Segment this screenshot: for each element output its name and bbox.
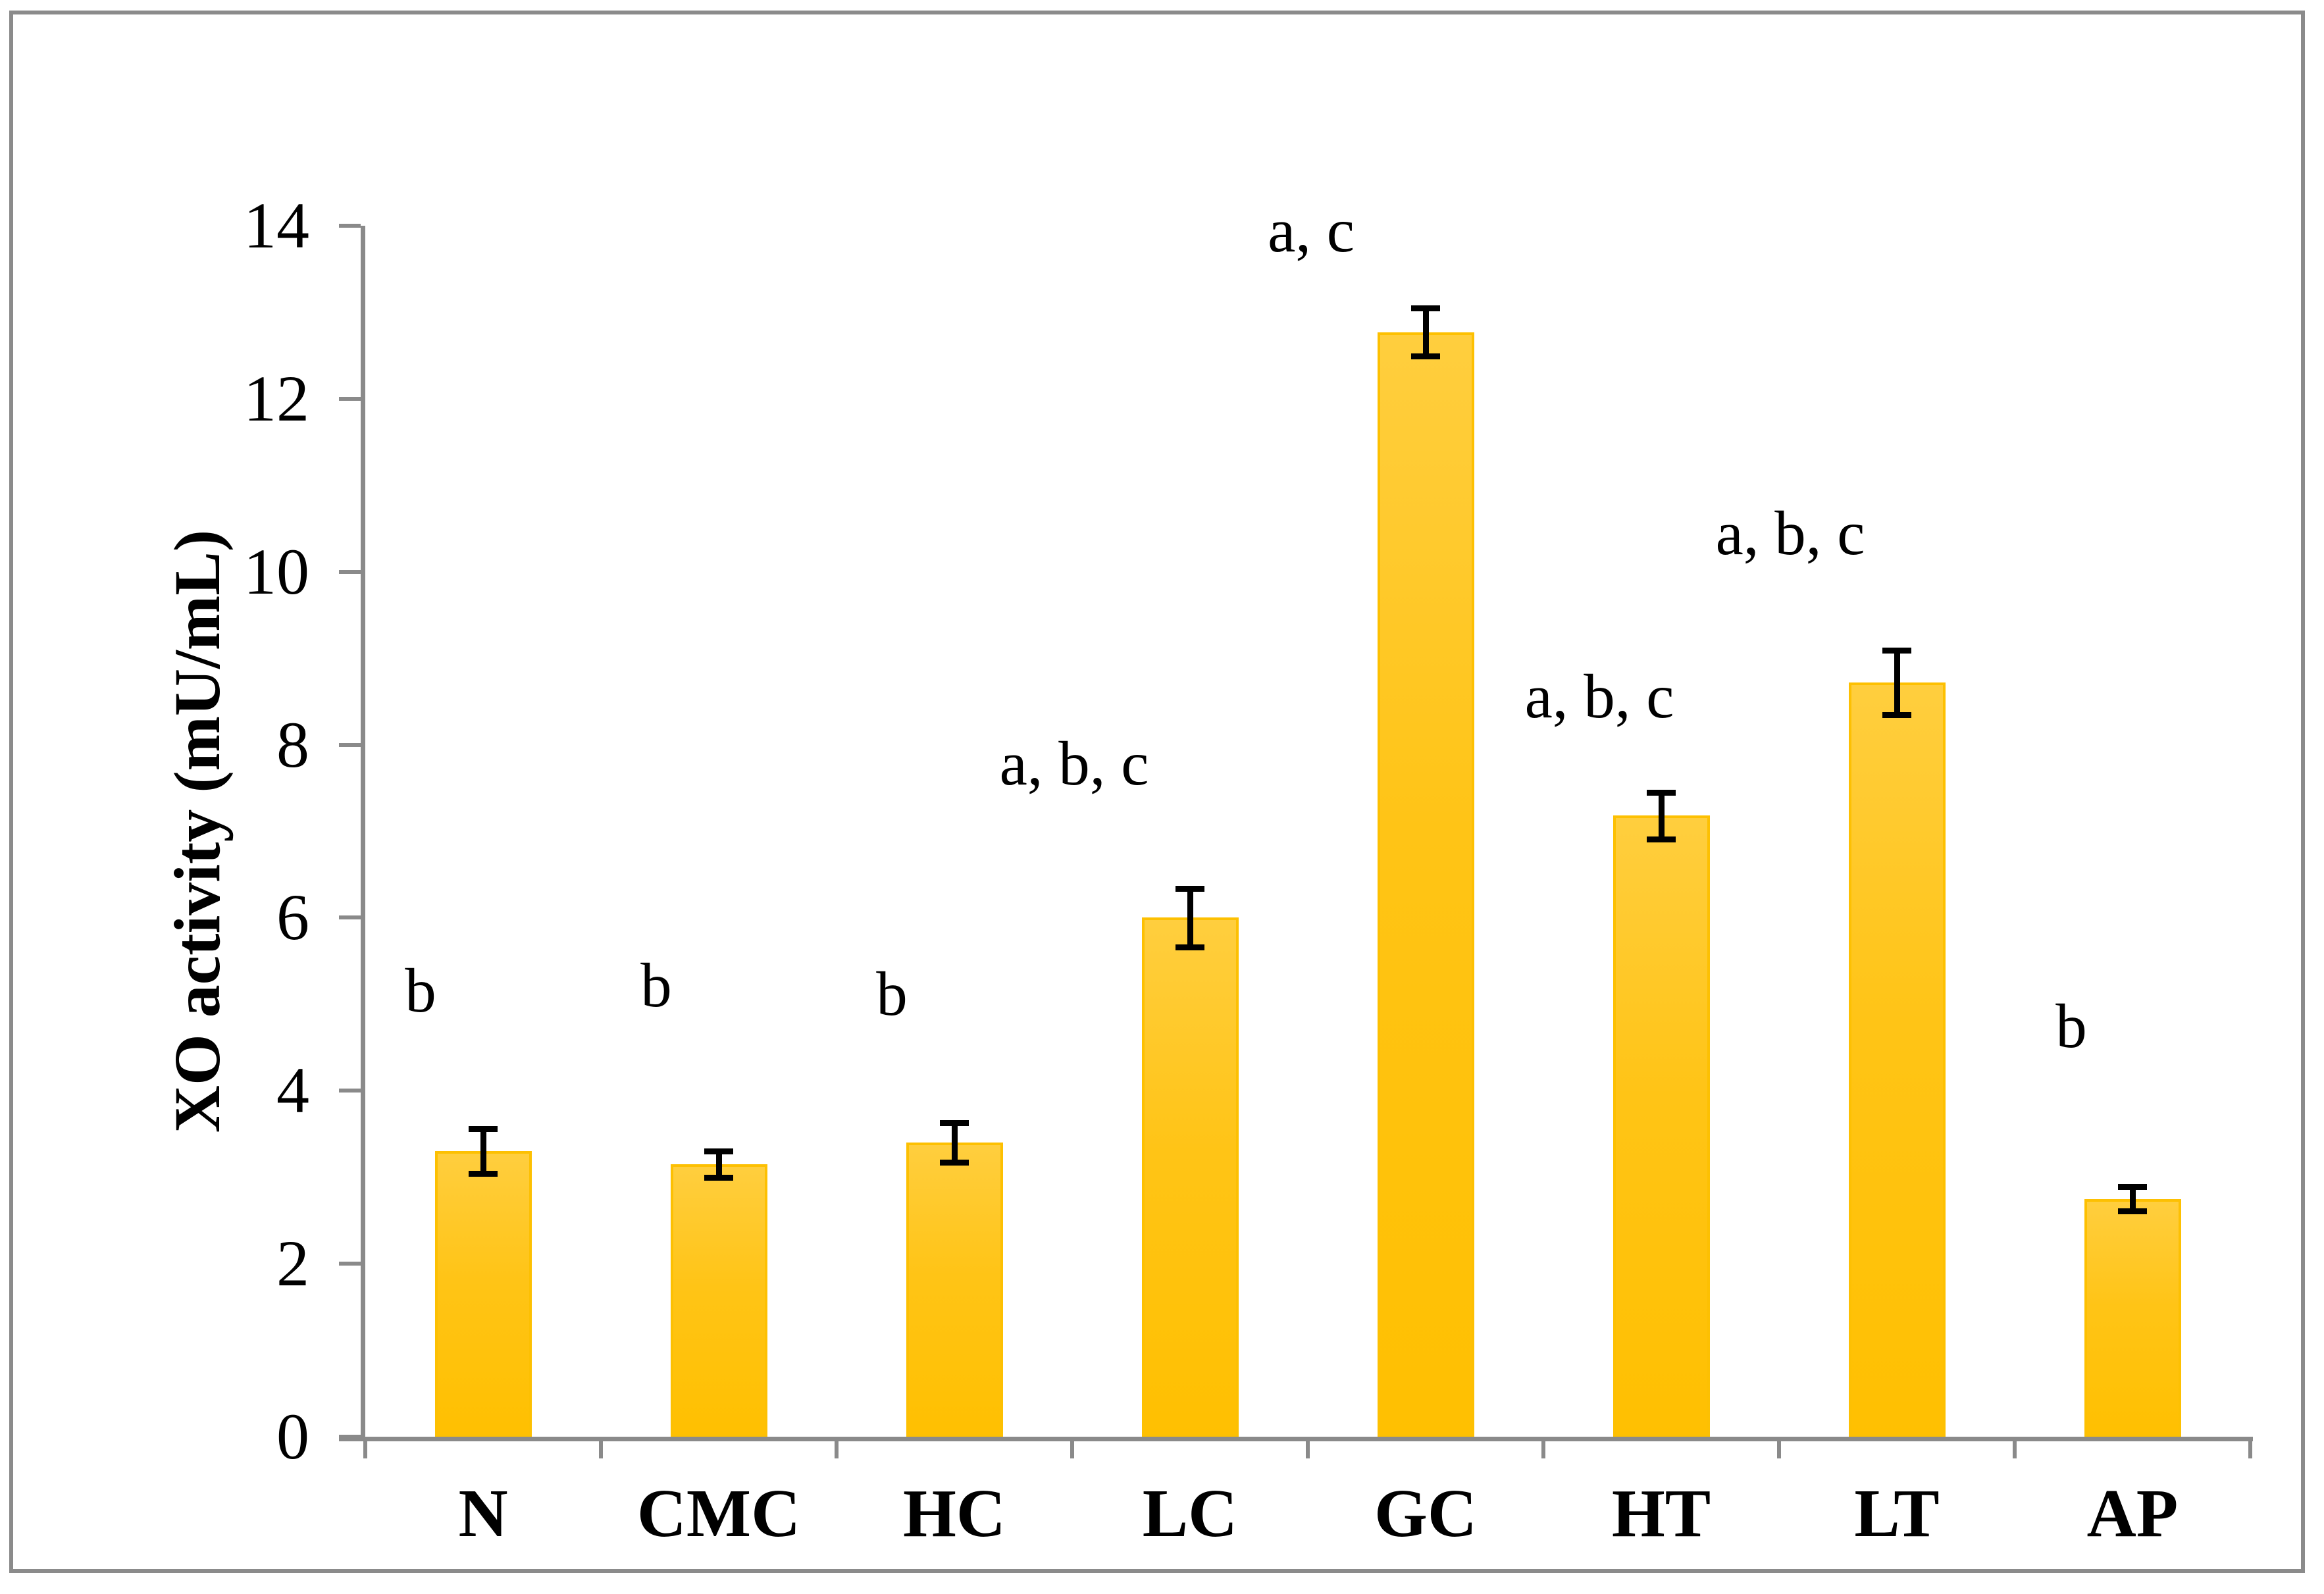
bar-GC xyxy=(1377,332,1474,1437)
y-tick-label-2: 2 xyxy=(276,1227,309,1300)
error-bar-CMC xyxy=(715,1151,722,1177)
error-bar-bottom-cap-AP xyxy=(2118,1208,2147,1214)
y-tick-12 xyxy=(339,396,361,401)
y-tick-label-12: 12 xyxy=(244,361,309,435)
x-axis-label-N: N xyxy=(458,1476,508,1551)
x-axis-label-LC: LC xyxy=(1142,1476,1238,1551)
y-tick-0 xyxy=(339,1435,361,1439)
significance-label-LC: a, b, c xyxy=(999,729,1149,799)
error-bar-top-cap-HC xyxy=(940,1119,969,1126)
error-bar-top-cap-N xyxy=(469,1126,498,1133)
y-tick-label-8: 8 xyxy=(276,707,309,781)
x-tick-5 xyxy=(1541,1437,1545,1458)
x-tick-0 xyxy=(363,1437,367,1458)
error-bar-bottom-cap-GC xyxy=(1411,353,1440,360)
error-bar-bottom-cap-LC xyxy=(1175,944,1204,951)
y-axis-title: XO activity (mU/mL) xyxy=(161,529,234,1133)
error-bar-bottom-cap-CMC xyxy=(704,1174,733,1181)
error-bar-top-cap-LT xyxy=(1882,648,1911,654)
significance-label-CMC: b xyxy=(640,950,672,1020)
y-tick-14 xyxy=(339,224,361,228)
bar-HC xyxy=(906,1143,1003,1437)
error-bar-N xyxy=(480,1129,486,1174)
y-axis-line xyxy=(361,226,365,1437)
significance-label-LT: a, b, c xyxy=(1715,498,1865,568)
error-bar-LT xyxy=(1894,650,1900,715)
x-tick-7 xyxy=(2013,1437,2017,1458)
y-tick-label-6: 6 xyxy=(276,881,309,954)
x-axis-label-LT: LT xyxy=(1854,1476,1940,1551)
y-tick-label-14: 14 xyxy=(244,189,309,262)
x-axis-label-CMC: CMC xyxy=(636,1476,801,1551)
bar-LT xyxy=(1848,682,1946,1437)
x-axis-label-HC: HC xyxy=(903,1476,1006,1551)
significance-label-N: b xyxy=(405,955,436,1025)
y-tick-6 xyxy=(339,915,361,920)
error-bar-top-cap-GC xyxy=(1411,305,1440,311)
significance-label-GC: a, c xyxy=(1268,195,1355,265)
x-tick-1 xyxy=(599,1437,603,1458)
x-tick-3 xyxy=(1070,1437,1074,1458)
error-bar-top-cap-LC xyxy=(1175,885,1204,892)
y-tick-10 xyxy=(339,569,361,574)
error-bar-GC xyxy=(1422,307,1429,357)
bar-AP xyxy=(2084,1198,2181,1437)
figure-border xyxy=(9,11,2305,1573)
x-tick-2 xyxy=(835,1437,839,1458)
bar-HT xyxy=(1613,815,1710,1437)
error-bar-bottom-cap-HT xyxy=(1647,836,1676,842)
y-tick-8 xyxy=(339,742,361,747)
error-bar-bottom-cap-HC xyxy=(940,1160,969,1166)
x-tick-4 xyxy=(1306,1437,1310,1458)
bar-CMC xyxy=(670,1164,767,1437)
x-axis-label-AP: AP xyxy=(2086,1476,2179,1551)
x-tick-8 xyxy=(2248,1437,2252,1458)
y-tick-4 xyxy=(339,1089,361,1093)
error-bar-AP xyxy=(2129,1187,2136,1211)
y-tick-label-10: 10 xyxy=(244,534,309,608)
significance-label-HT: a, b, c xyxy=(1524,661,1674,731)
bar-LC xyxy=(1141,917,1239,1437)
x-tick-6 xyxy=(1777,1437,1781,1458)
error-bar-top-cap-HT xyxy=(1647,789,1676,796)
error-bar-top-cap-CMC xyxy=(704,1148,733,1155)
x-axis-line xyxy=(339,1437,2253,1441)
significance-label-HC: b xyxy=(876,959,908,1029)
x-axis-label-HT: HT xyxy=(1611,1476,1711,1551)
error-bar-bottom-cap-N xyxy=(469,1171,498,1177)
bar-N xyxy=(434,1151,532,1437)
y-tick-label-0: 0 xyxy=(276,1400,309,1473)
error-bar-HC xyxy=(951,1122,958,1163)
error-bar-HT xyxy=(1658,792,1665,839)
significance-label-AP: b xyxy=(2055,990,2087,1061)
x-axis-label-GC: GC xyxy=(1374,1476,1477,1551)
error-bar-LC xyxy=(1187,888,1193,948)
y-tick-label-4: 4 xyxy=(276,1054,309,1127)
error-bar-bottom-cap-LT xyxy=(1882,711,1911,718)
error-bar-top-cap-AP xyxy=(2118,1184,2147,1191)
y-tick-2 xyxy=(339,1262,361,1266)
